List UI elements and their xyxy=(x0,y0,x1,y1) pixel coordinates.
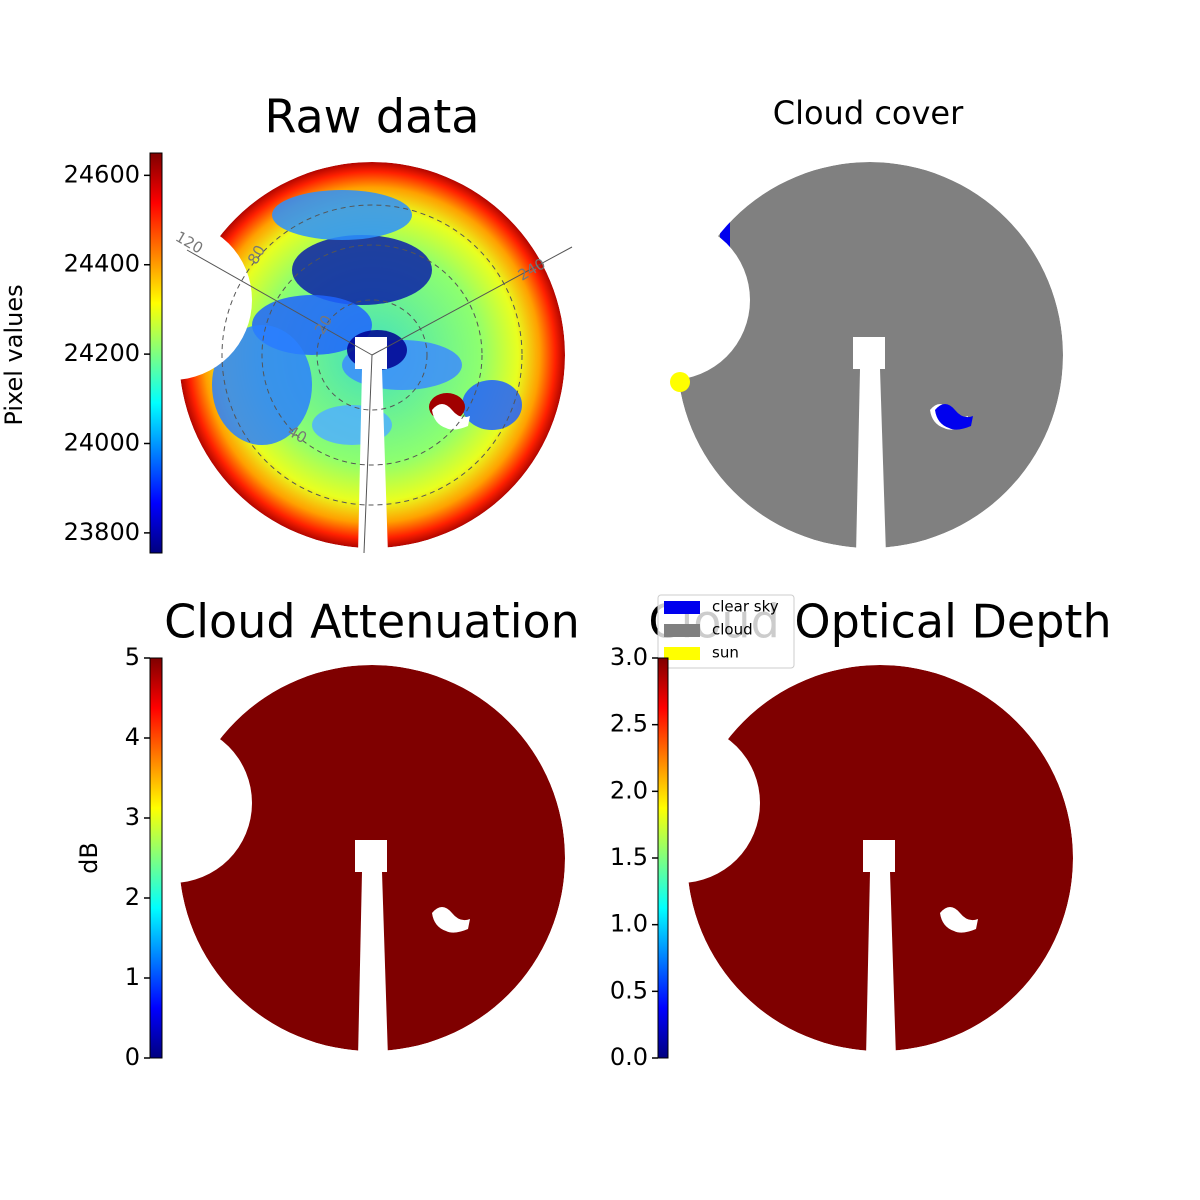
sun-marker xyxy=(670,372,690,392)
colorbar-tick-label: 24200 xyxy=(64,339,140,367)
cloud-texture xyxy=(347,330,407,370)
sun-texture xyxy=(429,393,465,421)
sky-disk xyxy=(677,162,1063,548)
sky-disk xyxy=(179,162,565,548)
colorbar-tick-label: 24400 xyxy=(64,250,140,278)
colorbar-label: Pixel values xyxy=(0,284,28,425)
legend-swatch xyxy=(664,647,700,660)
polar-axis xyxy=(186,249,373,356)
colorbar-tick-label: 3.0 xyxy=(610,643,648,671)
colorbar xyxy=(149,152,163,554)
colorbar-tick-label: 5 xyxy=(125,643,140,671)
cloud-texture xyxy=(212,325,312,445)
colorbar-tick-label: 24000 xyxy=(64,429,140,457)
colorbar-tick-label: 4 xyxy=(125,723,140,751)
cloud-texture xyxy=(272,190,412,240)
polar-grid xyxy=(221,204,523,506)
colorbar-tick-label: 2 xyxy=(125,883,140,911)
colorbar-tick-label: 0.0 xyxy=(610,1043,648,1071)
colorbar xyxy=(149,657,163,1059)
legend-swatch xyxy=(664,601,700,614)
colorbar-tick-label: 23800 xyxy=(64,518,140,546)
colorbar-tick-label: 1.0 xyxy=(610,910,648,938)
clear-sky-region xyxy=(720,215,730,275)
colorbar-tick-label: 3 xyxy=(125,803,140,831)
sky-disk xyxy=(687,665,1073,1051)
colorbar-label: dB xyxy=(75,842,103,874)
polar-grid xyxy=(261,244,483,466)
sky-disk xyxy=(179,665,565,1051)
colorbar-tick-label: 1.5 xyxy=(610,843,648,871)
legend-label: cloud xyxy=(712,621,753,639)
clear-sky-region xyxy=(935,404,973,430)
legend-swatch xyxy=(664,624,700,637)
sky-area xyxy=(687,665,1073,1051)
colorbar-tick-label: 2.5 xyxy=(610,710,648,738)
colorbar-tick-label: 0 xyxy=(125,1043,140,1071)
sky-area xyxy=(677,162,1063,548)
sky-image xyxy=(670,162,1063,548)
colorbar-tick-label: 24600 xyxy=(64,160,140,188)
cloud-texture xyxy=(292,235,432,305)
colorbar-tick-label: 1 xyxy=(125,963,140,991)
cloud-texture xyxy=(462,380,522,430)
colorbar-tick-label: 0.5 xyxy=(610,976,648,1004)
colorbar-tick-label: 2.0 xyxy=(610,776,648,804)
polar-label: 120 xyxy=(172,228,206,258)
polar-grid xyxy=(316,299,428,411)
legend-label: sun xyxy=(712,644,739,662)
panel-title: Cloud cover xyxy=(773,94,964,132)
cloud-texture xyxy=(312,405,392,445)
sky-image xyxy=(687,665,1073,1051)
panel-title: Raw data xyxy=(265,90,480,144)
colorbar xyxy=(657,657,669,1059)
polar-axis xyxy=(363,354,373,554)
polar-axis xyxy=(371,246,573,356)
sky-area xyxy=(179,665,565,1051)
sky-image xyxy=(179,665,565,1051)
legend-label: clear sky xyxy=(712,598,779,616)
panel-title: Cloud Attenuation xyxy=(164,595,580,649)
